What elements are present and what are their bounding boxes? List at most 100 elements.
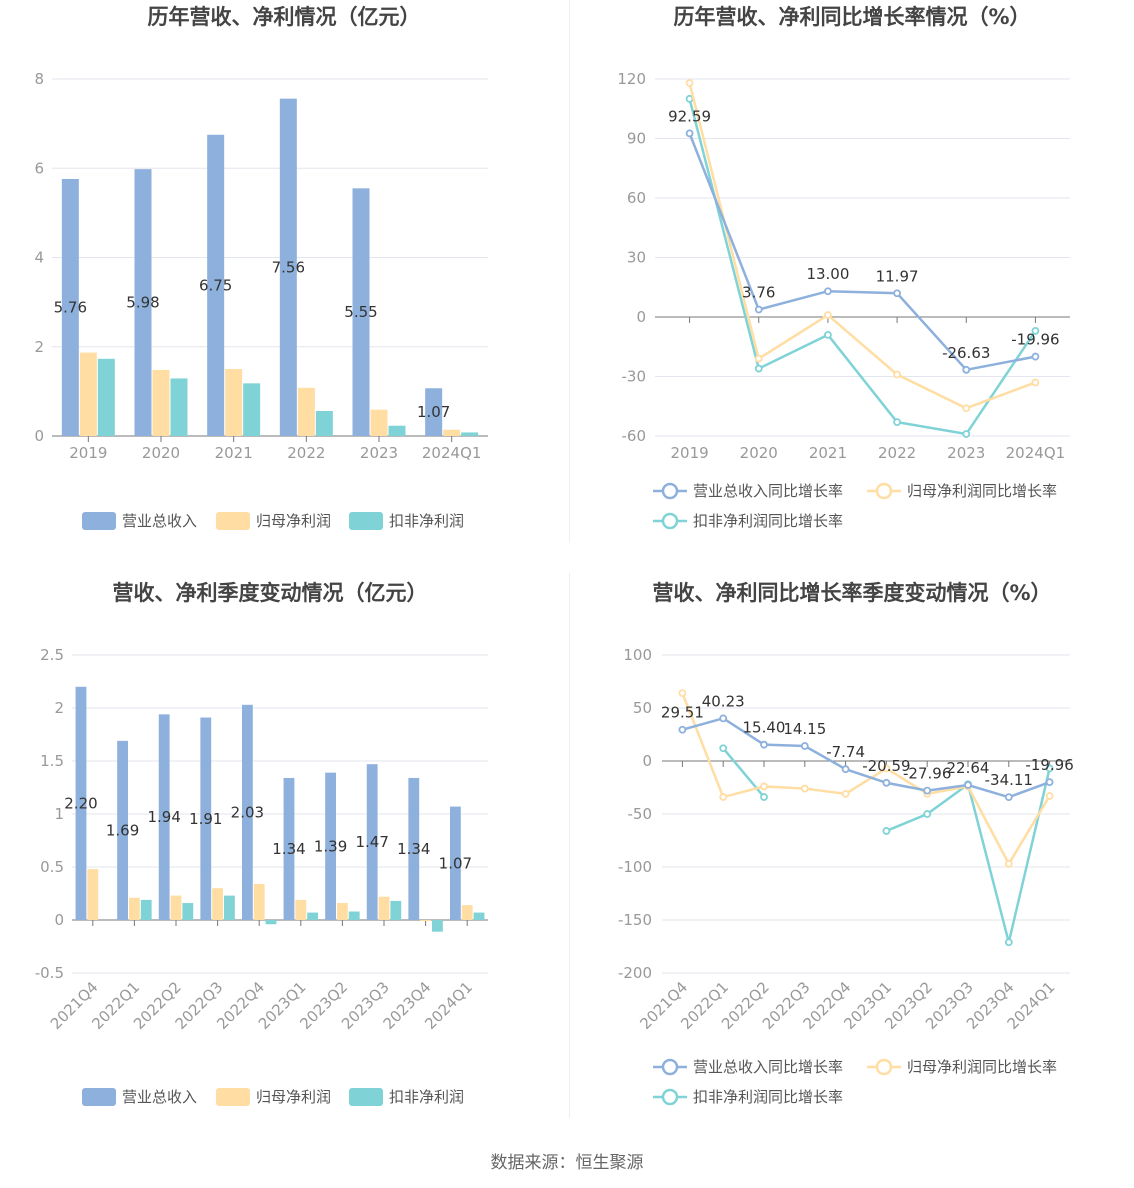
series-point xyxy=(824,287,832,296)
legend-marker xyxy=(661,1088,679,1106)
x-tick-label: 2021 xyxy=(809,444,847,462)
series-point xyxy=(1004,938,1013,947)
legend-swatch xyxy=(216,512,250,530)
series-point xyxy=(685,79,694,87)
series-point xyxy=(754,364,763,373)
bar xyxy=(378,896,390,920)
legend-label: 营业总收入 xyxy=(122,1088,197,1106)
chart-title: 营收、净利同比增长率季度变动情况（%） xyxy=(652,581,1051,605)
data-label: -19.96 xyxy=(1011,331,1059,349)
series-point xyxy=(685,129,694,138)
data-label: 5.76 xyxy=(54,298,87,316)
y-tick-label: -30 xyxy=(622,368,647,386)
bar xyxy=(241,704,253,920)
legend-item: 营业总收入 xyxy=(82,512,197,530)
bar xyxy=(370,409,388,436)
data-label: 2.20 xyxy=(64,794,97,812)
series-point xyxy=(964,781,972,789)
chart-quarterly-amount: 营收、净利季度变动情况（亿元）-0.500.511.522.52021Q4202… xyxy=(35,581,488,1106)
bar xyxy=(170,895,182,920)
legend-swatch xyxy=(349,1088,383,1106)
legend-item: 扣非净利润 xyxy=(349,512,464,530)
data-label: 5.98 xyxy=(126,294,159,312)
bar xyxy=(315,411,333,436)
series-point xyxy=(760,782,768,791)
data-label: 29.51 xyxy=(661,704,704,722)
y-tick-label: 30 xyxy=(627,249,646,267)
legend-label: 扣非净利润 xyxy=(389,512,464,530)
data-label: -7.74 xyxy=(826,743,865,761)
y-tick-label: 0.5 xyxy=(40,858,64,876)
y-tick-label: 2 xyxy=(54,699,64,717)
bar xyxy=(212,888,224,920)
bar xyxy=(182,903,194,920)
y-tick-label: 60 xyxy=(627,189,646,207)
data-label: 7.56 xyxy=(272,258,305,276)
data-label: 3.76 xyxy=(742,284,775,302)
data-label: 11.97 xyxy=(876,267,919,285)
bar xyxy=(443,429,461,436)
data-label: 1.91 xyxy=(189,810,222,828)
legend-label: 营业总收入同比增长率 xyxy=(693,482,843,500)
y-tick-label: 50 xyxy=(633,699,652,717)
bar xyxy=(152,369,170,436)
legend-item: 归母净利润 xyxy=(216,512,331,530)
legend-label: 营业总收入 xyxy=(122,512,197,530)
legend-item: 归母净利润 xyxy=(216,1088,331,1106)
x-tick-label: 2023 xyxy=(947,444,985,462)
series-line xyxy=(722,747,765,798)
bar xyxy=(420,920,432,922)
data-label: -34.11 xyxy=(985,771,1033,789)
series-line xyxy=(682,717,1051,799)
series-point xyxy=(893,418,901,427)
data-label: 1.07 xyxy=(417,403,450,421)
series-line xyxy=(688,82,1036,410)
series-point xyxy=(882,778,891,787)
bar xyxy=(225,369,243,436)
series-point xyxy=(962,365,971,374)
series-point xyxy=(1045,778,1054,787)
data-label: 6.75 xyxy=(199,276,232,294)
x-tick-label: 2019 xyxy=(670,444,708,462)
series-point xyxy=(760,793,768,801)
bar xyxy=(449,806,461,920)
legend-label: 归母净利润同比增长率 xyxy=(907,1058,1057,1076)
y-tick-label: 0 xyxy=(54,911,64,929)
series-point xyxy=(754,305,763,314)
legend-item: 营业总收入同比增长率 xyxy=(653,1058,843,1076)
legend-item: 营业总收入 xyxy=(82,1088,197,1106)
x-tick-label: 2020 xyxy=(740,444,778,462)
chart-annual-growth: 历年营收、净利同比增长率情况（%） -60 -30 0 30 60 90 120 2019 202… xyxy=(617,5,1070,530)
legend-label: 归母净利润 xyxy=(256,1088,331,1106)
series-point xyxy=(719,793,728,801)
legend-item: 营业总收入同比增长率 xyxy=(653,482,843,500)
legend-label: 归母净利润同比增长率 xyxy=(907,482,1057,500)
bar xyxy=(224,895,235,920)
bar xyxy=(325,772,336,920)
legend-item: 扣非净利润 xyxy=(349,1088,464,1106)
x-tick-label: 2024Q1 xyxy=(1006,444,1066,462)
series-line xyxy=(688,132,1036,372)
y-tick-label: 100 xyxy=(623,646,652,664)
bar xyxy=(200,717,212,920)
data-label: 5.55 xyxy=(344,303,377,321)
bar xyxy=(243,383,261,436)
y-tick-label: 8 xyxy=(34,70,44,88)
legend-marker xyxy=(661,512,679,530)
data-label: 1.94 xyxy=(147,808,180,826)
bar xyxy=(388,425,406,436)
series-point xyxy=(923,786,932,795)
series-point xyxy=(882,764,891,773)
legend-item: 扣非净利润同比增长率 xyxy=(653,512,843,530)
series-point xyxy=(1031,352,1040,361)
bar xyxy=(265,920,277,925)
bar xyxy=(432,920,443,932)
bar xyxy=(307,912,319,920)
y-tick-label: 1.5 xyxy=(40,752,64,770)
y-tick-label: 2 xyxy=(34,338,44,356)
y-tick-label: -60 xyxy=(622,427,647,445)
series-point xyxy=(893,289,901,298)
divider-bottom xyxy=(569,573,570,1118)
series-point xyxy=(1004,859,1013,868)
